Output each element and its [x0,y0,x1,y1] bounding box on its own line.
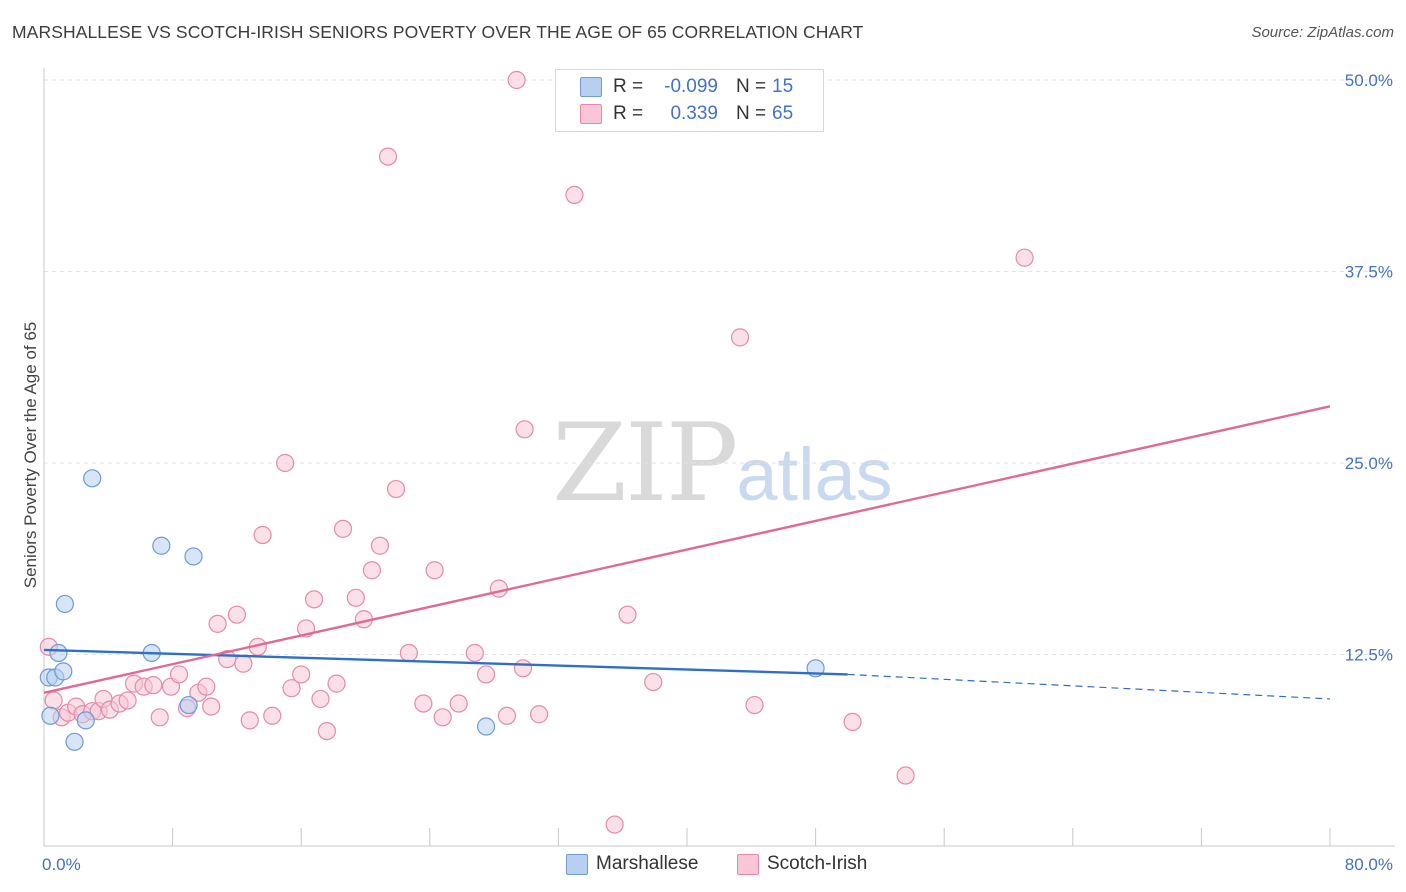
scotch-irish-point [304,590,324,609]
scotch-irish-point [433,708,452,727]
scotch-irish-point [263,706,282,725]
scotch-irish-point [530,705,549,724]
correlation-legend: R = -0.099 N = 15 R = 0.339 N = 65 [555,69,824,132]
scotch-irish-point [240,711,259,730]
x-tick-label-min: 0.0% [42,855,81,874]
n-value: 65 [772,103,794,124]
marshallese-trend-line [43,648,848,676]
scotch-irish-point [745,695,764,715]
marshallese-point [41,706,60,725]
marshallese-point [76,711,95,730]
scotch-irish-point [346,588,365,607]
scotch-irish-point [497,706,517,725]
y-tick-label: 25.0% [1345,454,1393,473]
scotch-irish-point [1015,248,1034,267]
scotch-irish-point [202,697,221,716]
marshallese-point [179,695,198,715]
tick-labels: 12.5% 25.0% 37.5% 50.0% 0.0% 80.0% [42,71,1393,874]
marshallese-point [65,732,84,751]
scotch-irish-point [311,689,330,709]
scotch-irish-point [208,614,227,633]
legend-row-marshallese: R = -0.099 N = 15 [556,74,823,100]
scotch-irish-point [333,519,353,538]
trend-lines [43,405,1331,700]
marshallese-point [184,547,203,566]
n-value: 15 [772,76,794,97]
legend-row-scotch-irish: R = 0.339 N = 65 [556,101,823,127]
scotch-irish-point [476,665,496,684]
marshallese-point [54,662,73,681]
scotch-irish-point [489,579,509,598]
r-value: 0.339 [670,103,718,124]
r-value: -0.099 [664,76,718,97]
scotch-irish-point [513,659,533,678]
y-tick-label: 50.0% [1345,71,1393,90]
scotch-irish-point [843,712,862,732]
scotch-irish-point [144,676,163,695]
scotch-irish-legend-swatch [737,854,759,875]
marshallese-point [476,717,496,736]
scotch-irish-point [370,536,390,555]
scotch-irish-point [362,561,382,580]
marshallese-legend-label: Marshallese [596,853,699,874]
scotch-irish-point [292,665,311,684]
y-tick-label: 12.5% [1345,646,1393,665]
source-label: Source: ZipAtlas.com [1251,24,1394,41]
marshallese-point [49,643,68,663]
scotch-irish-point [378,147,398,166]
chart-title: MARSHALLESE VS SCOTCH-IRISH SENIORS POVE… [12,22,864,42]
marshallese-trend-extension [847,673,1331,700]
scotch-irish-point [327,674,346,693]
watermark-atlas: atlas [736,433,893,516]
scotch-irish-point [227,605,246,624]
scotch-irish-point [644,672,663,692]
scotch-irish-point [282,679,301,698]
n-label: N = [736,103,767,124]
marshallese-points [39,469,825,751]
scotch-irish-point [565,185,584,204]
scotch-irish-points [39,70,1034,834]
scotch-irish-point [425,561,444,580]
scotch-irish-point [118,691,137,710]
scotch-irish-point [399,643,419,663]
scotch-irish-point [465,643,484,663]
scotch-irish-legend-label: Scotch-Irish [767,853,868,874]
n-label: N = [736,76,767,97]
scotch-irish-point [150,708,169,727]
scotch-irish-point [169,665,189,684]
scotch-irish-point [44,691,63,710]
scotch-irish-point [605,815,624,834]
marshallese-point [152,536,171,555]
r-label: R = [613,76,644,97]
axes [43,68,1395,847]
marshallese-swatch [580,77,602,97]
scotch-irish-point [253,525,272,545]
r-label: R = [613,103,644,124]
scotch-irish-point [618,605,637,624]
scotch-irish-trend-line [43,405,1331,694]
scotch-irish-swatch [580,104,602,124]
scotch-irish-point [896,766,915,785]
marshallese-legend-swatch [566,854,588,875]
y-tick-label: 37.5% [1345,263,1393,282]
scotch-irish-point [234,654,253,673]
scotch-irish-point [386,479,406,499]
gridlines [44,79,1395,655]
scotch-irish-point [730,328,750,347]
x-tick-label-max: 80.0% [1345,855,1393,874]
scotch-irish-point [507,70,526,90]
scotch-irish-point [317,721,337,741]
scotch-irish-point [449,694,468,713]
scotch-irish-point [515,420,534,439]
scotch-irish-point [414,694,433,713]
scotch-irish-point [197,677,216,696]
scotch-irish-point [276,453,295,473]
marshallese-point [83,469,102,488]
marshallese-point [55,594,74,614]
